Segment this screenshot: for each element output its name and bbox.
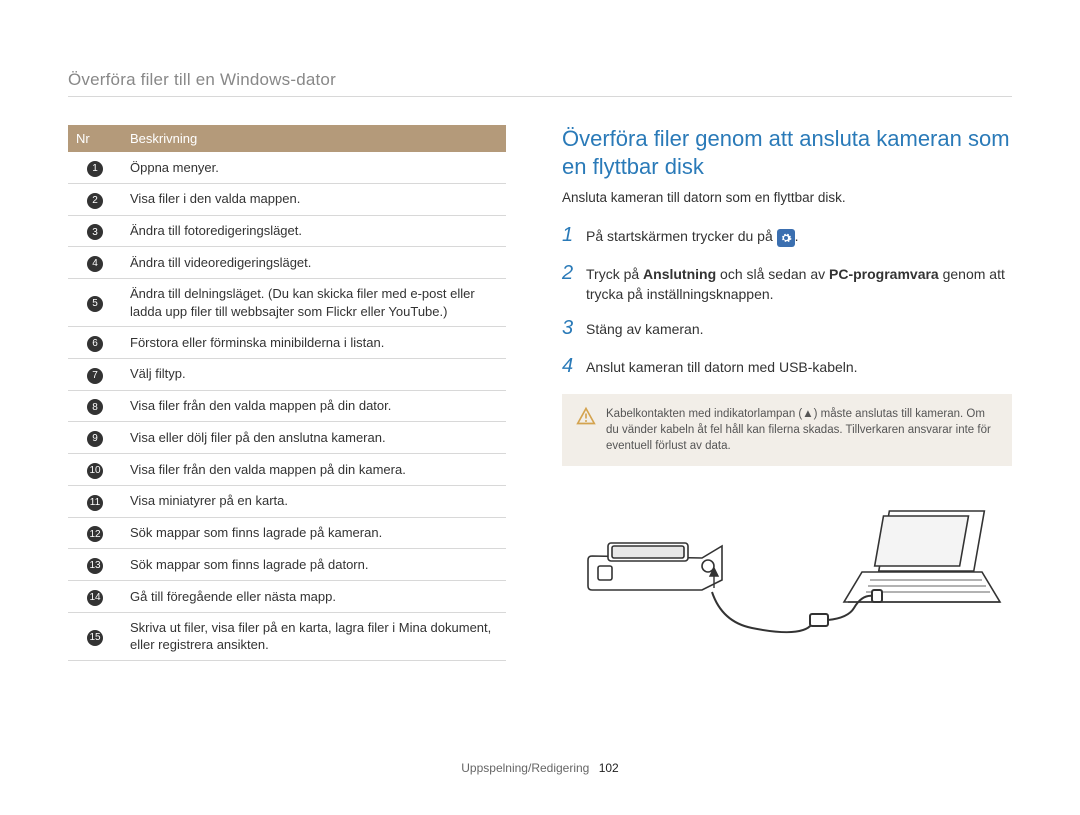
number-badge: 4 — [87, 256, 103, 272]
section-heading: Överföra filer genom att ansluta kameran… — [562, 125, 1012, 180]
step-2-b: Anslutning — [643, 266, 716, 282]
camera-laptop-illustration — [562, 496, 1012, 671]
number-badge: 14 — [87, 590, 103, 606]
number-badge: 6 — [87, 336, 103, 352]
row-number-cell: 14 — [68, 581, 122, 613]
table-row: 3 Ändra till fotoredigeringsläget. — [68, 215, 506, 247]
row-desc-cell: Sök mappar som finns lagrade på kameran. — [122, 517, 506, 549]
table-row: 5 Ändra till delningsläget. (Du kan skick… — [68, 279, 506, 327]
number-badge: 5 — [87, 296, 103, 312]
row-desc-cell: Skriva ut filer, visa filer på en karta,… — [122, 612, 506, 660]
settings-gear-icon — [777, 229, 795, 247]
row-number-cell: 13 — [68, 549, 122, 581]
table-row: 14 Gå till föregående eller nästa mapp. — [68, 581, 506, 613]
content-columns: Nr Beskrivning 1 Öppna menyer. 2 Visa filer… — [68, 125, 1012, 671]
table-row: 10 Visa filer från den valda mappen på di… — [68, 454, 506, 486]
table-row: 9 Visa eller dölj filer på den anslutna k… — [68, 422, 506, 454]
page-title: Överföra filer till en Windows-dator — [68, 70, 1012, 97]
table-row: 12 Sök mappar som finns lagrade på kamera… — [68, 517, 506, 549]
table-row: 15 Skriva ut filer, visa filer på en kart… — [68, 612, 506, 660]
number-badge: 15 — [87, 630, 103, 646]
number-badge: 9 — [87, 431, 103, 447]
step-text: Anslut kameran till datorn med USB-kabel… — [586, 358, 858, 378]
row-desc-cell: Visa miniatyrer på en karta. — [122, 485, 506, 517]
row-number-cell: 8 — [68, 390, 122, 422]
row-desc-cell: Ändra till videoredigeringsläget. — [122, 247, 506, 279]
step-1-post: . — [795, 228, 799, 244]
step-text: På startskärmen trycker du på . — [586, 227, 799, 247]
warning-note-box: Kabelkontakten med indikatorlampan (▲) m… — [562, 394, 1012, 466]
warning-triangle-icon — [576, 406, 596, 454]
table-row: 6 Förstora eller förminska minibilderna i… — [68, 327, 506, 359]
table-header-desc: Beskrivning — [122, 125, 506, 152]
warning-note-text: Kabelkontakten med indikatorlampan (▲) m… — [606, 406, 998, 454]
footer-page-number: 102 — [599, 761, 619, 775]
footer-section: Uppspelning/Redigering — [461, 761, 589, 775]
step-2-a: Tryck på — [586, 266, 643, 282]
step-number: 2 — [562, 259, 576, 287]
row-desc-cell: Visa eller dölj filer på den anslutna ka… — [122, 422, 506, 454]
row-desc-cell: Ändra till delningsläget. (Du kan skicka… — [122, 279, 506, 327]
number-badge: 3 — [87, 224, 103, 240]
section-subtext: Ansluta kameran till datorn som en flytt… — [562, 190, 1012, 205]
number-badge: 13 — [87, 558, 103, 574]
table-row: 2 Visa filer i den valda mappen. — [68, 183, 506, 215]
left-column: Nr Beskrivning 1 Öppna menyer. 2 Visa filer… — [68, 125, 506, 671]
row-desc-cell: Visa filer i den valda mappen. — [122, 183, 506, 215]
step-number: 1 — [562, 221, 576, 249]
step-2: 2 Tryck på Anslutning och slå sedan av P… — [562, 259, 1012, 304]
description-table: Nr Beskrivning 1 Öppna menyer. 2 Visa filer… — [68, 125, 506, 661]
table-row: 4 Ändra till videoredigeringsläget. — [68, 247, 506, 279]
row-desc-cell: Visa filer från den valda mappen på din … — [122, 390, 506, 422]
page-footer: Uppspelning/Redigering 102 — [0, 761, 1080, 775]
row-number-cell: 6 — [68, 327, 122, 359]
right-column: Överföra filer genom att ansluta kameran… — [562, 125, 1012, 671]
row-number-cell: 12 — [68, 517, 122, 549]
step-1: 1 På startskärmen trycker du på . — [562, 221, 1012, 249]
row-desc-cell: Välj filtyp. — [122, 358, 506, 390]
row-desc-cell: Öppna menyer. — [122, 152, 506, 183]
number-badge: 7 — [87, 368, 103, 384]
row-desc-cell: Gå till föregående eller nästa mapp. — [122, 581, 506, 613]
number-badge: 8 — [87, 399, 103, 415]
row-number-cell: 1 — [68, 152, 122, 183]
table-header-nr: Nr — [68, 125, 122, 152]
step-text: Stäng av kameran. — [586, 320, 704, 340]
number-badge: 12 — [87, 526, 103, 542]
step-2-d: PC-programvara — [829, 266, 939, 282]
step-2-c: och slå sedan av — [716, 266, 829, 282]
row-number-cell: 9 — [68, 422, 122, 454]
row-number-cell: 7 — [68, 358, 122, 390]
table-row: 11 Visa miniatyrer på en karta. — [68, 485, 506, 517]
row-number-cell: 11 — [68, 485, 122, 517]
row-desc-cell: Visa filer från den valda mappen på din … — [122, 454, 506, 486]
row-desc-cell: Sök mappar som finns lagrade på datorn. — [122, 549, 506, 581]
step-4: 4 Anslut kameran till datorn med USB-kab… — [562, 352, 1012, 380]
row-number-cell: 4 — [68, 247, 122, 279]
table-row: 13 Sök mappar som finns lagrade på datorn… — [68, 549, 506, 581]
number-badge: 1 — [87, 161, 103, 177]
row-number-cell: 3 — [68, 215, 122, 247]
number-badge: 11 — [87, 495, 103, 511]
table-row: 8 Visa filer från den valda mappen på din… — [68, 390, 506, 422]
number-badge: 10 — [87, 463, 103, 479]
step-1-pre: På startskärmen trycker du på — [586, 228, 777, 244]
number-badge: 2 — [87, 193, 103, 209]
step-number: 4 — [562, 352, 576, 380]
row-number-cell: 15 — [68, 612, 122, 660]
table-row: 1 Öppna menyer. — [68, 152, 506, 183]
steps-list: 1 På startskärmen trycker du på . 2 Tryc… — [562, 221, 1012, 380]
row-number-cell: 5 — [68, 279, 122, 327]
step-3: 3 Stäng av kameran. — [562, 314, 1012, 342]
step-text: Tryck på Anslutning och slå sedan av PC-… — [586, 265, 1012, 304]
row-desc-cell: Ändra till fotoredigeringsläget. — [122, 215, 506, 247]
table-row: 7 Välj filtyp. — [68, 358, 506, 390]
row-number-cell: 2 — [68, 183, 122, 215]
row-number-cell: 10 — [68, 454, 122, 486]
row-desc-cell: Förstora eller förminska minibilderna i … — [122, 327, 506, 359]
step-number: 3 — [562, 314, 576, 342]
